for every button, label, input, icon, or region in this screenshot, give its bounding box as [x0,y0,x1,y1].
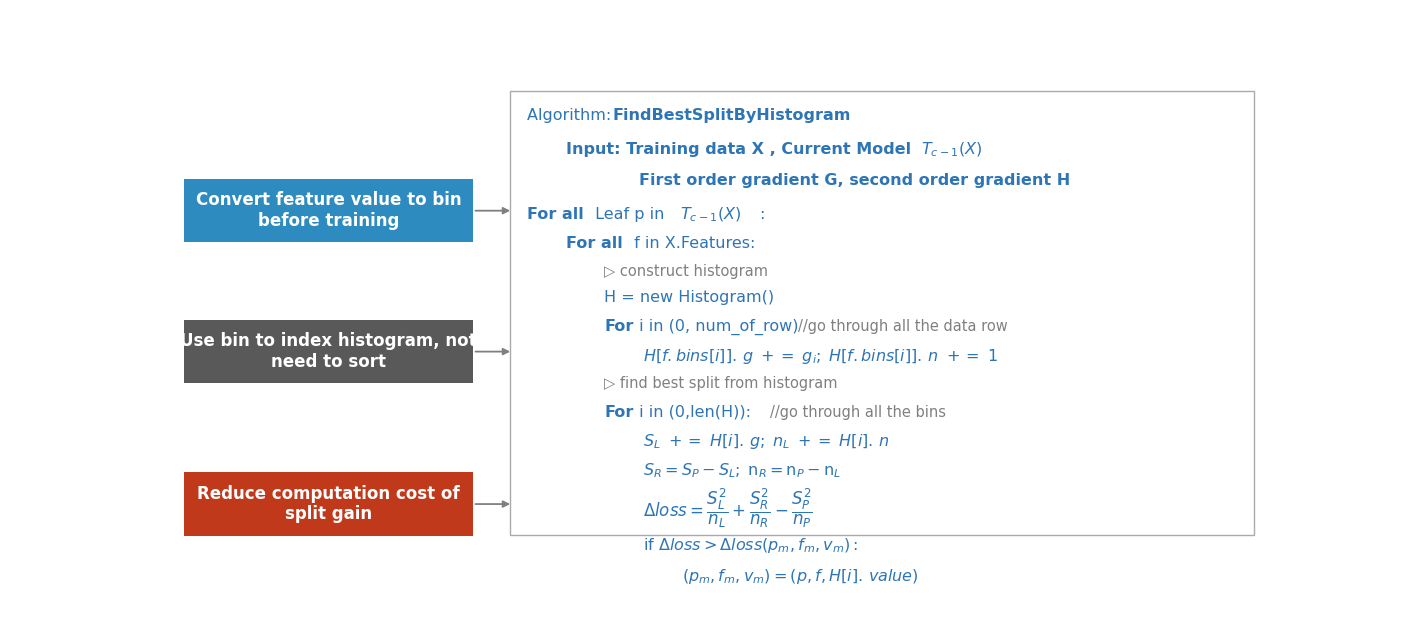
Text: :: : [759,207,764,222]
FancyBboxPatch shape [510,91,1253,535]
Text: $T_{c-1}(X)$: $T_{c-1}(X)$ [681,205,742,224]
Text: $\Delta loss = \dfrac{S_L^2}{n_L} + \dfrac{S_R^2}{n_R} - \dfrac{S_P^2}{n_P}$: $\Delta loss = \dfrac{S_L^2}{n_L} + \dfr… [643,487,812,530]
Text: Input: Training data X , Current Model: Input: Training data X , Current Model [565,143,917,157]
Text: //go through all the data row: //go through all the data row [798,319,1007,334]
Text: i in (0,len(H)):: i in (0,len(H)): [634,405,756,420]
Text: Algorithm:: Algorithm: [527,108,616,123]
Text: FindBestSplitByHistogram: FindBestSplitByHistogram [612,108,851,123]
Text: i in (0, num_of_row): i in (0, num_of_row) [634,319,808,335]
Text: For: For [605,319,634,334]
Text: H = new Histogram(): H = new Histogram() [605,290,774,305]
Text: For: For [605,405,634,420]
Text: Reduce computation cost of
split gain: Reduce computation cost of split gain [198,485,459,523]
Text: f in X.Features:: f in X.Features: [629,236,756,251]
Text: $H[f.bins[i]].\,g\ +=\ g_i;\;H[f.bins[i]].\,n\ +=\ 1$: $H[f.bins[i]].\,g\ +=\ g_i;\;H[f.bins[i]… [643,347,999,366]
Text: if $\Delta loss > \Delta loss(p_m, f_m, v_m):$: if $\Delta loss > \Delta loss(p_m, f_m, … [643,536,859,555]
FancyBboxPatch shape [184,179,473,242]
Text: Use bin to index histogram, not
need to sort: Use bin to index histogram, not need to … [181,332,476,371]
Text: $(p_m, f_m, v_m) = (p, f, H[i].\,value)$: $(p_m, f_m, v_m) = (p, f, H[i].\,value)$ [682,567,918,586]
Text: $S_L\ +=\ H[i].\,g;\;n_L\ +=\ H[i].\,n$: $S_L\ +=\ H[i].\,g;\;n_L\ +=\ H[i].\,n$ [643,432,890,451]
Text: ▷ find best split from histogram: ▷ find best split from histogram [605,376,838,391]
Text: For all: For all [527,207,584,222]
FancyBboxPatch shape [184,472,473,536]
Text: Convert feature value to bin
before training: Convert feature value to bin before trai… [196,192,461,230]
Text: First order gradient G, second order gradient H: First order gradient G, second order gra… [639,173,1071,188]
Text: $T_{c-1}(X)$: $T_{c-1}(X)$ [921,141,982,159]
Text: For all: For all [565,236,622,251]
Text: //go through all the bins: //go through all the bins [770,405,947,420]
Text: $S_R = S_P - S_L;\;\mathrm{n}_R = \mathrm{n}_P - \mathrm{n}_L$: $S_R = S_P - S_L;\;\mathrm{n}_R = \mathr… [643,461,841,479]
Text: Leaf p in: Leaf p in [591,207,670,222]
FancyBboxPatch shape [184,320,473,383]
Text: ▷ construct histogram: ▷ construct histogram [605,264,769,279]
